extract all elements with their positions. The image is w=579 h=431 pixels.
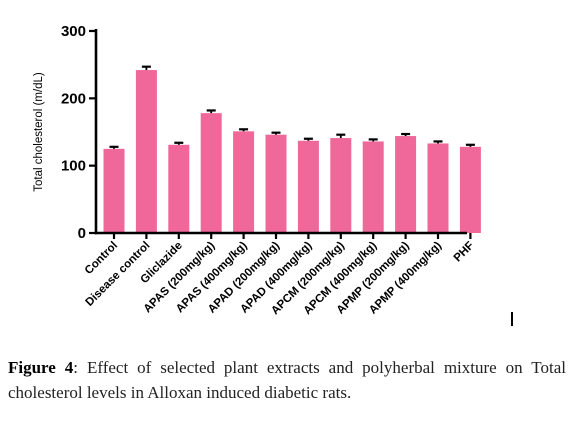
bar: [135, 70, 157, 233]
bar: [297, 140, 319, 233]
y-tick-label: 0: [78, 225, 86, 242]
bar: [330, 138, 352, 233]
bar: [427, 143, 449, 233]
y-axis-label: Total cholesterol (m/dL): [33, 72, 45, 192]
bar: [265, 134, 287, 233]
figure-caption: Figure 4: Effect of selected plant extra…: [8, 355, 566, 405]
figure-label: Figure 4: [8, 358, 74, 377]
bar: [395, 136, 417, 233]
bar: [459, 146, 481, 233]
y-tick-label: 200: [61, 90, 86, 107]
bar: [103, 148, 125, 233]
figure-caption-text: : Effect of selected plant extracts and …: [8, 358, 566, 402]
y-tick-label: 100: [61, 158, 86, 175]
y-tick-label: 300: [61, 23, 86, 40]
bar: [362, 141, 384, 233]
x-tick-label: PHF: [452, 240, 477, 265]
bar: [200, 113, 222, 233]
bar: [168, 144, 190, 233]
bar: [233, 131, 255, 233]
